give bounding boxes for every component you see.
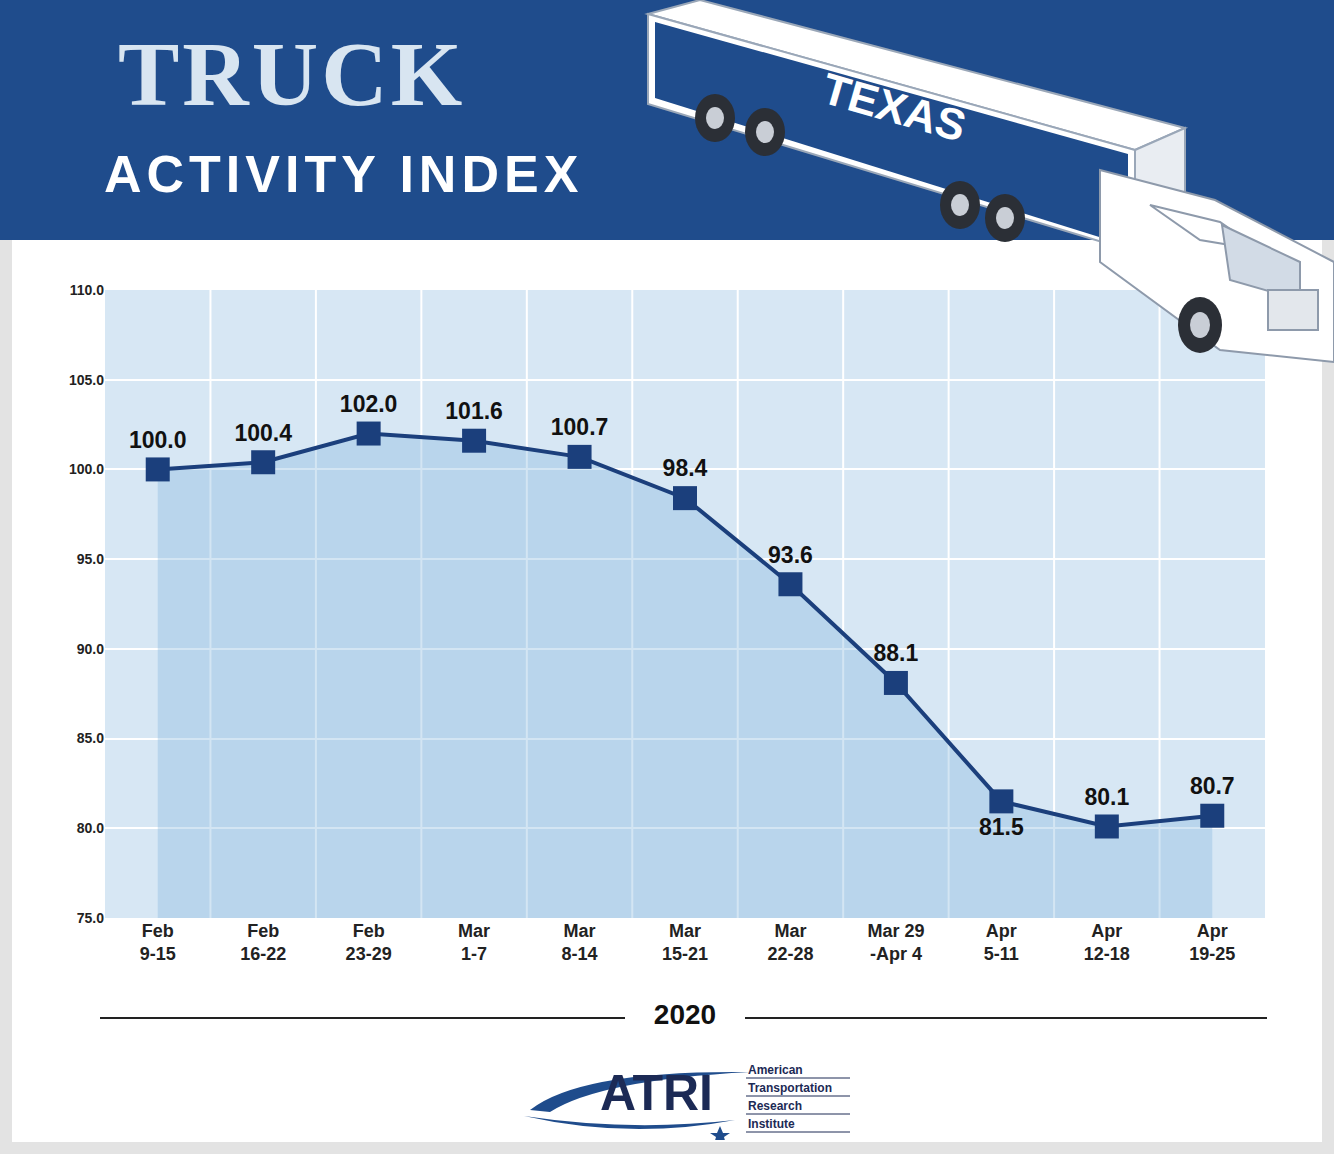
svg-text:100.0: 100.0 <box>69 461 104 477</box>
svg-text:Feb9-15: Feb9-15 <box>140 921 176 964</box>
svg-text:Research: Research <box>748 1099 802 1113</box>
svg-text:100.4: 100.4 <box>234 420 292 446</box>
svg-text:80.7: 80.7 <box>1190 773 1235 799</box>
svg-text:101.6: 101.6 <box>445 398 503 424</box>
html-text:TRUCK: TRUCK <box>118 23 466 125</box>
svg-text:Apr12-18: Apr12-18 <box>1084 921 1130 964</box>
svg-text:Institute: Institute <box>748 1117 795 1131</box>
svg-text:100.0: 100.0 <box>129 427 187 453</box>
svg-text:88.1: 88.1 <box>874 640 919 666</box>
html-text:2020: 2020 <box>653 999 717 1030</box>
svg-text:Feb16-22: Feb16-22 <box>240 921 286 964</box>
svg-text:Mar8-14: Mar8-14 <box>562 921 598 964</box>
svg-text:Mar1-7: Mar1-7 <box>458 921 490 964</box>
svg-text:110.0: 110.0 <box>70 282 104 298</box>
svg-text:Mar22-28: Mar22-28 <box>767 921 813 964</box>
svg-text:Mar 29-Apr 4: Mar 29-Apr 4 <box>867 921 924 964</box>
svg-text:Apr5-11: Apr5-11 <box>984 921 1019 964</box>
svg-text:ATRI: ATRI <box>600 1065 713 1121</box>
svg-text:105.0: 105.0 <box>69 372 104 388</box>
svg-text:Mar15-21: Mar15-21 <box>662 921 708 964</box>
svg-text:90.0: 90.0 <box>77 641 104 657</box>
html-text:ACTIVITY INDEX: ACTIVITY INDEX <box>104 145 584 203</box>
svg-text:Transportation: Transportation <box>748 1081 832 1095</box>
svg-text:98.4: 98.4 <box>663 455 708 481</box>
svg-text:93.6: 93.6 <box>768 542 813 568</box>
svg-text:Apr19-25: Apr19-25 <box>1189 921 1235 964</box>
svg-text:80.0: 80.0 <box>77 820 104 836</box>
svg-text:95.0: 95.0 <box>77 551 104 567</box>
svg-text:81.5: 81.5 <box>979 814 1024 840</box>
svg-text:100.7: 100.7 <box>551 414 609 440</box>
svg-text:TEXAS: TEXAS <box>817 63 972 151</box>
svg-text:American: American <box>748 1063 803 1077</box>
svg-text:75.0: 75.0 <box>77 910 104 926</box>
svg-text:80.1: 80.1 <box>1084 784 1129 810</box>
svg-text:85.0: 85.0 <box>77 730 104 746</box>
svg-text:102.0: 102.0 <box>340 391 398 417</box>
svg-text:Feb23-29: Feb23-29 <box>346 921 392 964</box>
